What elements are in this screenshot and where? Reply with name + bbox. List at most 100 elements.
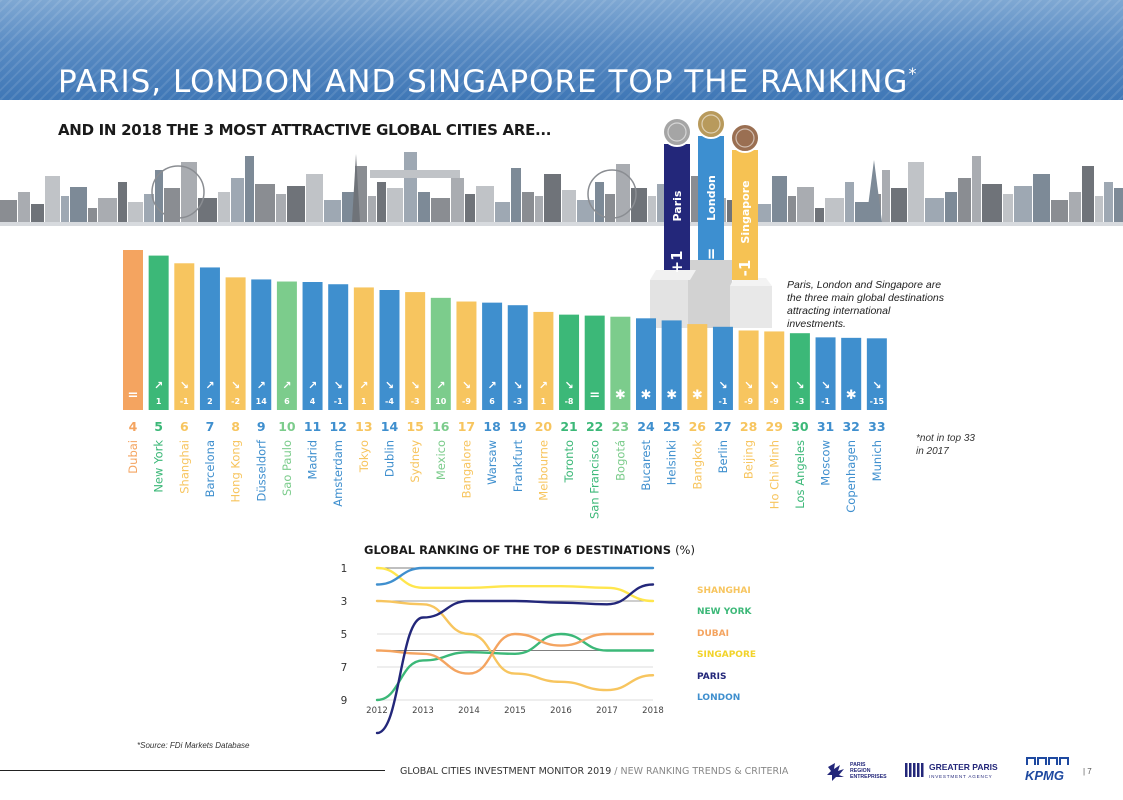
y-tick-label: 9	[341, 695, 348, 707]
skyline-building	[845, 182, 854, 222]
city-label: Dubai	[126, 440, 140, 474]
rank-change-value: -4	[385, 397, 394, 406]
rank-number: 8	[231, 419, 240, 434]
bar-shanghai	[174, 263, 195, 410]
city-label: Ho Chi Minh	[767, 440, 781, 509]
rank-change-value: 1	[541, 397, 547, 406]
skyline-building	[98, 198, 117, 222]
eiffel-tower	[866, 160, 882, 222]
rank-change-value: -1	[180, 397, 189, 406]
city-label: Beijing	[742, 440, 756, 479]
not-in-top-footnote: *not in top 33 in 2017	[916, 433, 975, 457]
y-tick-label: 7	[341, 662, 348, 674]
city-label: Hong Kong	[229, 440, 243, 503]
skyline-building	[218, 192, 230, 222]
header-banner: PARIS, LONDON AND SINGAPORE TOP THE RANK…	[0, 0, 1123, 100]
rank-change-arrow: ↗	[436, 379, 445, 392]
podium-top-left	[650, 270, 696, 280]
skyline-building	[31, 204, 44, 222]
rank-change-arrow: ↘	[334, 379, 343, 392]
bar-melbourne	[533, 311, 554, 410]
skyline-building	[45, 176, 60, 222]
rank-change-value: 6	[284, 397, 290, 406]
legend-item-london: LONDON	[697, 693, 741, 703]
city-label: Moscow	[819, 440, 833, 486]
rank-change-arrow: ↘	[821, 379, 830, 392]
rank-change-arrow: ↘	[385, 379, 394, 392]
bar-dubai	[123, 250, 143, 410]
rank-change-value: 6	[489, 397, 495, 406]
skyline-building	[605, 194, 615, 222]
ribbon-city-label: Paris	[671, 190, 684, 221]
rank-change-value: 1	[156, 397, 162, 406]
bar-beijing	[738, 330, 759, 410]
svg-text:GREATER PARIS: GREATER PARIS	[929, 762, 998, 772]
ribbon-city-label: London	[705, 175, 718, 221]
bar-sydney	[405, 292, 426, 410]
city-label: Munich	[870, 440, 884, 481]
rank-change-value: -9	[770, 397, 779, 406]
city-label: Tokyo	[357, 440, 371, 473]
skyline-building	[231, 178, 244, 222]
ribbon-change-label: =	[702, 248, 720, 261]
ribbon-change-label: -1	[736, 260, 754, 277]
skyline-building	[70, 187, 87, 222]
medal-ring-london	[701, 114, 721, 134]
skyline-building	[648, 196, 656, 222]
rank-number: 29	[766, 419, 783, 434]
bar-d-sseldorf	[251, 279, 272, 410]
legend-item-paris: PARIS	[697, 671, 727, 682]
bar-toronto	[559, 314, 580, 410]
city-label: Sao Paulo	[280, 440, 294, 496]
bar-barcelona	[199, 267, 220, 410]
rank-number: 4	[129, 419, 138, 434]
city-label: Berlin	[716, 440, 730, 473]
source-note: *Source: FDi Markets Database	[137, 741, 250, 750]
bar-san-francisco	[584, 315, 605, 410]
skyline-building	[276, 194, 286, 222]
skyline-building	[431, 198, 450, 222]
rank-change-value: -9	[744, 397, 753, 406]
skyline-building	[772, 176, 787, 222]
x-tick-label: 2015	[504, 706, 526, 716]
skyline-building	[972, 156, 981, 222]
skyline-building	[342, 192, 354, 222]
skyline-building	[1069, 192, 1081, 222]
rank-number: 23	[612, 419, 629, 434]
city-label: Sydney	[408, 440, 422, 483]
line-series-shanghai	[375, 599, 655, 692]
rank-change-arrow: ↘	[795, 379, 804, 392]
skyline-building	[788, 196, 796, 222]
bar-mexico	[430, 297, 451, 410]
legend-item-new-york: NEW YORK	[697, 607, 752, 618]
rank-number: 28	[740, 419, 757, 434]
rank-change-value: -1	[719, 397, 728, 406]
bar-bogot-	[610, 316, 631, 410]
rank-change-arrow: ↘	[770, 379, 779, 392]
skyline-building	[18, 192, 30, 222]
rank-change-value: 14	[256, 397, 268, 406]
medal-ring-paris	[667, 122, 687, 142]
skyline-building	[164, 188, 180, 222]
skyline-building	[245, 156, 254, 222]
skyline-building	[198, 198, 217, 222]
footer-rule	[0, 770, 385, 771]
rank-number: 27	[714, 419, 731, 434]
rank-number: 33	[868, 419, 885, 434]
rank-change-arrow: =	[589, 388, 600, 403]
rank-number: 31	[817, 419, 834, 434]
skyline-building	[616, 164, 630, 222]
svg-text:PARIS: PARIS	[850, 762, 866, 768]
ribbon-paris	[664, 144, 690, 270]
skyline-building	[465, 194, 475, 222]
skyline-building	[495, 202, 510, 222]
city-label: Amsterdam	[331, 440, 345, 507]
x-tick-label: 2014	[458, 706, 480, 716]
x-tick-label: 2016	[550, 706, 572, 716]
page-subtitle: AND IN 2018 THE 3 MOST ATTRACTIVE GLOBAL…	[58, 121, 552, 139]
rank-number: 32	[842, 419, 859, 434]
skyline-building	[577, 200, 594, 222]
rank-change-arrow: ↘	[513, 379, 522, 392]
ribbon-singapore	[732, 150, 758, 280]
skyline-building	[511, 168, 521, 222]
